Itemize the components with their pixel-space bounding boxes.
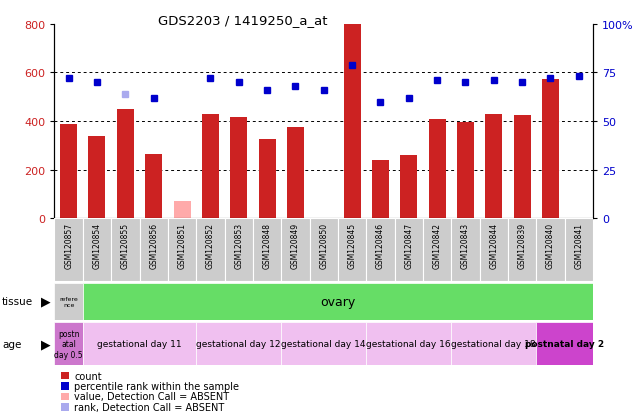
Bar xyxy=(400,156,417,219)
Bar xyxy=(338,219,366,281)
Bar xyxy=(54,322,83,366)
Text: refere
nce: refere nce xyxy=(59,296,78,307)
Bar xyxy=(83,219,111,281)
Bar xyxy=(485,114,503,219)
Text: GSM120843: GSM120843 xyxy=(461,222,470,268)
Bar xyxy=(542,79,559,219)
Text: GSM120848: GSM120848 xyxy=(263,222,272,268)
Text: tissue: tissue xyxy=(2,297,33,306)
Bar xyxy=(479,219,508,281)
Bar xyxy=(54,219,83,281)
Bar xyxy=(60,124,77,219)
Bar xyxy=(253,219,281,281)
Text: GSM120857: GSM120857 xyxy=(64,222,73,268)
Text: gestational day 18: gestational day 18 xyxy=(451,339,536,348)
Bar xyxy=(202,114,219,219)
Text: age: age xyxy=(2,339,21,349)
Text: GSM120840: GSM120840 xyxy=(546,222,555,268)
Text: GSM120850: GSM120850 xyxy=(319,222,328,268)
Bar xyxy=(513,116,531,219)
Bar xyxy=(88,136,106,219)
Bar xyxy=(196,322,281,366)
Bar xyxy=(54,283,83,320)
Bar xyxy=(174,202,190,219)
Bar xyxy=(281,322,366,366)
Text: GDS2203 / 1419250_a_at: GDS2203 / 1419250_a_at xyxy=(158,14,328,27)
Bar xyxy=(196,219,224,281)
Bar xyxy=(451,219,479,281)
Text: GSM120851: GSM120851 xyxy=(178,222,187,268)
Bar xyxy=(224,219,253,281)
Text: postnatal day 2: postnatal day 2 xyxy=(525,339,604,348)
Bar xyxy=(140,219,168,281)
Text: rank, Detection Call = ABSENT: rank, Detection Call = ABSENT xyxy=(74,402,224,412)
Text: GSM120845: GSM120845 xyxy=(347,222,356,268)
Bar xyxy=(145,154,162,219)
Bar xyxy=(310,219,338,281)
Text: GSM120844: GSM120844 xyxy=(489,222,498,268)
Bar xyxy=(372,161,389,219)
Text: GSM120852: GSM120852 xyxy=(206,222,215,268)
Bar xyxy=(366,219,395,281)
Bar xyxy=(508,219,537,281)
Text: GSM120849: GSM120849 xyxy=(291,222,300,268)
Bar xyxy=(230,118,247,219)
Bar xyxy=(366,322,451,366)
Text: GSM120846: GSM120846 xyxy=(376,222,385,268)
Bar xyxy=(429,119,445,219)
Bar xyxy=(537,322,593,366)
Bar xyxy=(258,140,276,219)
Text: percentile rank within the sample: percentile rank within the sample xyxy=(74,381,239,391)
Text: count: count xyxy=(74,371,102,381)
Text: value, Detection Call = ABSENT: value, Detection Call = ABSENT xyxy=(74,392,229,401)
Text: gestational day 12: gestational day 12 xyxy=(196,339,281,348)
Bar xyxy=(423,219,451,281)
Bar xyxy=(287,128,304,219)
Text: GSM120841: GSM120841 xyxy=(574,222,583,268)
Bar xyxy=(565,219,593,281)
Text: gestational day 11: gestational day 11 xyxy=(97,339,182,348)
Text: GSM120853: GSM120853 xyxy=(234,222,243,268)
Text: gestational day 16: gestational day 16 xyxy=(367,339,451,348)
Bar xyxy=(281,219,310,281)
Bar xyxy=(451,322,537,366)
Bar xyxy=(83,322,196,366)
Text: postn
atal
day 0.5: postn atal day 0.5 xyxy=(54,329,83,358)
Text: ▶: ▶ xyxy=(41,295,51,308)
Bar xyxy=(395,219,423,281)
Bar xyxy=(111,219,140,281)
Bar xyxy=(537,219,565,281)
Text: GSM120839: GSM120839 xyxy=(517,222,526,268)
Text: GSM120854: GSM120854 xyxy=(92,222,101,268)
Text: GSM120856: GSM120856 xyxy=(149,222,158,268)
Text: GSM120847: GSM120847 xyxy=(404,222,413,268)
Text: ovary: ovary xyxy=(320,295,356,308)
Text: gestational day 14: gestational day 14 xyxy=(281,339,366,348)
Bar xyxy=(168,219,196,281)
Text: GSM120842: GSM120842 xyxy=(433,222,442,268)
Bar xyxy=(457,123,474,219)
Text: GSM120855: GSM120855 xyxy=(121,222,130,268)
Bar xyxy=(344,25,360,219)
Text: ▶: ▶ xyxy=(41,337,51,350)
Bar xyxy=(117,110,134,219)
